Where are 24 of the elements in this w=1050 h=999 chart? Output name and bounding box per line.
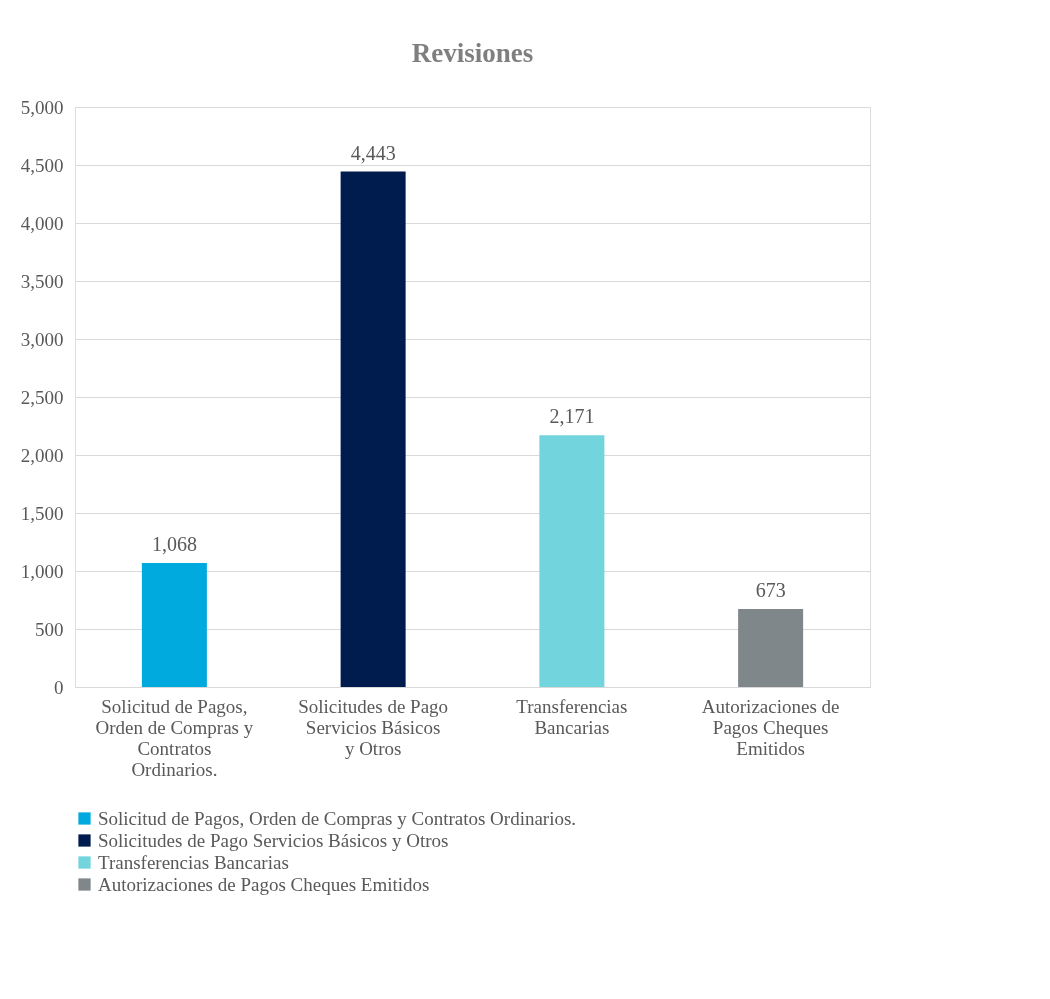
chart-title: Revisiones bbox=[411, 38, 534, 68]
x-tick-label: Solicitud de Pagos, Orden de Compras y Contratos Ordinarios. bbox=[95, 695, 254, 780]
data-label: 673 bbox=[755, 578, 786, 601]
y-tick-label: 4,500 bbox=[20, 154, 64, 176]
data-label: 1,068 bbox=[151, 533, 197, 556]
y-tick-label: 4,000 bbox=[20, 212, 64, 234]
y-tick-label: 2,000 bbox=[20, 444, 64, 466]
legend-label: Solicitudes de Pago Servicios Básicos y Otros bbox=[98, 829, 449, 851]
y-tick-label: 2,500 bbox=[20, 386, 64, 408]
legend-label: Solicitud de Pagos, Orden de Compras y Contratos Ordinarios. bbox=[98, 807, 577, 829]
y-tick-label: 3,500 bbox=[20, 270, 64, 292]
data-label: 2,171 bbox=[549, 405, 595, 428]
legend-label: Autorizaciones de Pagos Cheques Emitidos bbox=[98, 873, 430, 895]
y-tick-label: 3,000 bbox=[20, 328, 64, 350]
x-tick-label: Transferencias Bancarias bbox=[516, 695, 628, 738]
data-label: 4,443 bbox=[350, 141, 396, 164]
x-tick-label: Autorizaciones de Pagos Cheques Emitidos bbox=[701, 695, 840, 759]
y-tick-label: 500 bbox=[35, 618, 64, 640]
y-tick-label: 1,500 bbox=[20, 502, 64, 524]
legend-label: Transferencias Bancarias bbox=[98, 851, 289, 873]
y-tick-label: 0 bbox=[54, 676, 64, 698]
y-tick-label: 1,000 bbox=[20, 560, 64, 582]
x-tick-label: Solicitudes de Pago Servicios Básicos y Otros bbox=[298, 695, 449, 759]
y-tick-label: 5,000 bbox=[20, 96, 64, 118]
